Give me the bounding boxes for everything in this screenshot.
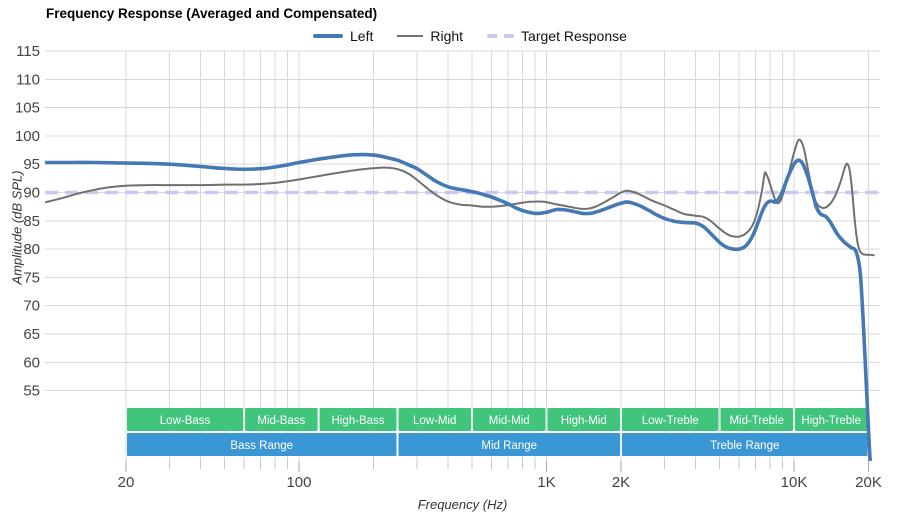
band-label: Mid-Treble [729, 415, 784, 427]
legend-label-left: Left [350, 28, 374, 44]
left-line-swatch [313, 34, 343, 38]
band-mid-mid [472, 408, 546, 431]
band-mid-range [398, 433, 620, 456]
svg-text:95: 95 [23, 156, 40, 173]
legend-label-right: Right [430, 28, 464, 44]
svg-text:115: 115 [16, 43, 40, 60]
svg-text:70: 70 [23, 298, 40, 315]
band-bass-range [127, 433, 397, 456]
band-label: High-Mid [561, 415, 607, 427]
svg-text:75: 75 [23, 269, 40, 286]
svg-text:55: 55 [23, 383, 40, 400]
band-label: Mid-Bass [257, 415, 305, 427]
right-curve [45, 138, 875, 257]
band-high-bass [319, 408, 397, 431]
svg-text:2K: 2K [612, 474, 630, 491]
frequency-bands-range: Bass Range Mid Range Treble Range [127, 433, 868, 456]
svg-text:100: 100 [286, 474, 311, 491]
legend-item-target-response[interactable]: Target Response [487, 28, 627, 44]
legend: Left Right Target Response [313, 28, 627, 44]
band-label: High-Bass [332, 415, 385, 427]
band-high-mid [547, 408, 620, 431]
svg-text:60: 60 [23, 354, 40, 371]
band-low-treble [622, 408, 719, 431]
svg-text:20: 20 [118, 474, 135, 491]
band-treble-range [622, 433, 868, 456]
svg-text:100: 100 [15, 128, 40, 145]
left-curve [45, 152, 872, 461]
band-high-treble [794, 408, 868, 431]
svg-text:20K: 20K [855, 474, 882, 491]
svg-text:65: 65 [23, 326, 40, 343]
chart-title: Frequency Response (Averaged and Compens… [46, 6, 378, 21]
band-label: Low-Mid [413, 415, 456, 427]
svg-text:10K: 10K [781, 474, 808, 491]
svg-text:1K: 1K [537, 474, 555, 491]
band-label: Bass Range [230, 440, 293, 452]
legend-label-target-response: Target Response [521, 28, 627, 44]
band-low-bass [127, 408, 244, 431]
band-label: Treble Range [710, 440, 779, 452]
x-axis-label: Frequency (Hz) [417, 497, 508, 512]
grid [45, 50, 880, 461]
band-mid-bass [245, 408, 318, 431]
right-line-swatch [397, 35, 424, 37]
band-label: Low-Treble [642, 415, 699, 427]
band-mid-treble [720, 408, 793, 431]
target-response-swatch [487, 34, 515, 38]
legend-item-left[interactable]: Left [313, 28, 373, 44]
svg-text:90: 90 [23, 185, 40, 202]
x-tick-labels: 20 100 1K 2K 10K 20K [118, 474, 882, 491]
band-label: High-Treble [801, 415, 861, 427]
band-label: Low-Bass [160, 415, 211, 427]
x-axis-ticks [125, 461, 869, 472]
y-axis-label: Amplitude (dB SPL) [9, 170, 25, 285]
svg-text:80: 80 [23, 241, 40, 258]
svg-text:105: 105 [15, 100, 40, 117]
y-tick-labels: 115 110 105 100 95 90 85 80 75 70 65 60 55 [15, 43, 40, 400]
svg-text:110: 110 [16, 71, 40, 88]
svg-text:85: 85 [23, 213, 40, 230]
band-label: Mid Range [481, 440, 537, 452]
legend-item-right[interactable]: Right [397, 28, 463, 44]
frequency-bands-sub: Low-Bass Mid-Bass High-Bass Low-Mid Mid-Mid H… [127, 408, 868, 431]
band-low-mid [398, 408, 471, 431]
band-label: Mid-Mid [489, 415, 530, 427]
